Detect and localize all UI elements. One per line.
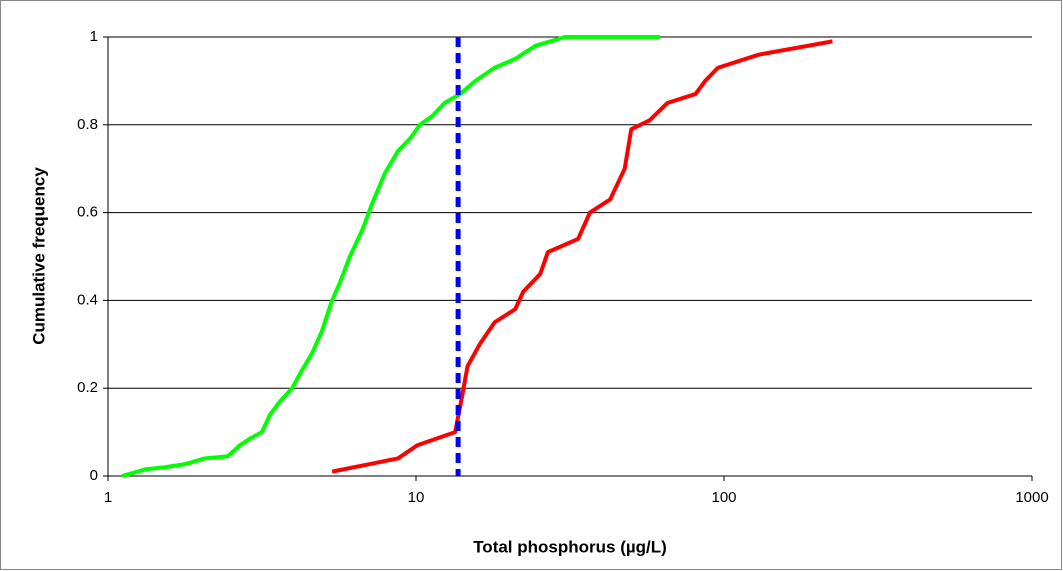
y-tick-label: 0.8	[77, 116, 98, 133]
y-tick-label: 1	[90, 28, 98, 45]
y-tick-label: 0.4	[77, 291, 98, 308]
y-tick-label: 0	[90, 467, 98, 484]
x-tick-label: 10	[408, 489, 425, 506]
y-tick-label: 0.2	[77, 379, 98, 396]
x-tick-label: 1000	[1015, 489, 1048, 506]
y-axis-title: Cumulative frequency	[29, 167, 48, 345]
x-tick-label: 1	[104, 489, 112, 506]
series-line	[331, 39, 833, 474]
y-tick-label: 0.6	[77, 204, 98, 221]
x-tick-label: 100	[711, 489, 736, 506]
series-line	[121, 35, 661, 478]
x-axis-title: Total phosphorus (µg/L)	[473, 537, 667, 556]
